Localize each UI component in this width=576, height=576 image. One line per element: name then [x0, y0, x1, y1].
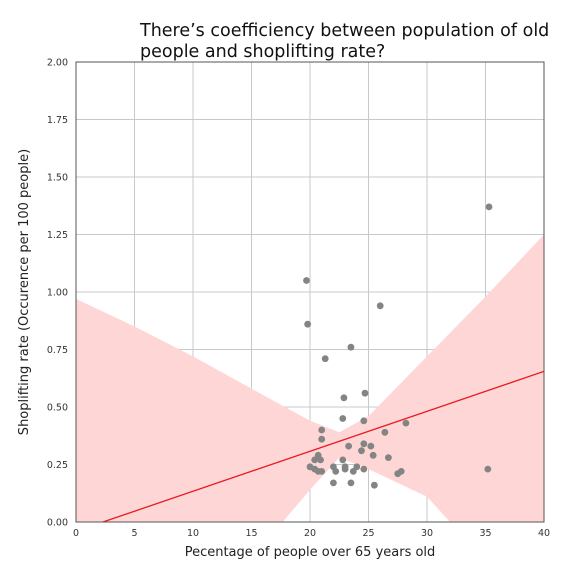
y-tick-label: 1.75: [47, 115, 68, 126]
data-point: [484, 465, 492, 473]
y-tick-label: 1.00: [47, 288, 68, 299]
data-point: [332, 468, 340, 475]
y-tick-label: 1.50: [47, 173, 68, 184]
data-point: [353, 463, 361, 471]
x-tick-labels: 0 5 10 15 20 25 30 35 40: [73, 528, 550, 539]
data-point: [367, 442, 375, 450]
data-point: [360, 417, 368, 425]
data-point: [345, 442, 353, 450]
fit-line-layer: [100, 370, 544, 522]
x-tick-label: 10: [187, 528, 199, 539]
data-point: [318, 426, 326, 434]
confidence-band-layer: [76, 234, 544, 522]
data-point: [369, 451, 377, 459]
data-point: [358, 447, 365, 455]
data-point: [321, 355, 329, 363]
regression-line: [100, 370, 544, 522]
plot-frame: [75, 61, 545, 523]
y-tick-label: 0.25: [47, 460, 68, 471]
data-point: [318, 435, 326, 443]
data-point: [402, 419, 410, 427]
x-tick-label: 15: [245, 528, 257, 539]
confidence-band: [76, 234, 544, 522]
x-tick-label: 0: [73, 528, 79, 539]
data-point: [304, 320, 312, 328]
data-point: [397, 468, 405, 475]
data-point: [361, 389, 369, 397]
data-point: [347, 479, 355, 487]
data-point: [341, 465, 349, 473]
chart-title-line-2: people and shoplifting rate?: [140, 42, 385, 62]
chart-title-line-1: There’s coefficiency between population …: [139, 21, 549, 41]
data-point: [318, 468, 326, 475]
data-point: [381, 428, 389, 436]
y-tick-labels: 0.00 0.25 0.50 0.75 1.00 1.25 1.50 1.75 2.00: [47, 58, 68, 529]
data-point: [360, 465, 368, 473]
x-tick-label: 35: [479, 528, 491, 539]
y-tick-label: 0.75: [47, 345, 68, 356]
y-tick-label: 1.25: [47, 230, 68, 241]
data-point: [330, 479, 337, 487]
data-point: [303, 277, 310, 284]
data-point: [360, 440, 368, 448]
data-point: [376, 302, 384, 310]
data-point: [370, 481, 378, 489]
data-point: [349, 468, 357, 475]
data-point: [311, 456, 319, 464]
x-tick-label: 30: [421, 528, 433, 539]
data-point: [384, 454, 392, 461]
y-axis-label: Shoplifting rate (Occurence per 100 peop…: [17, 149, 32, 435]
data-point: [339, 456, 347, 464]
x-tick-label: 40: [538, 528, 550, 539]
y-tick-label: 0.50: [47, 403, 68, 414]
x-tick-label: 25: [362, 528, 374, 539]
x-tick-label: 5: [131, 528, 137, 539]
data-point: [485, 203, 493, 211]
y-tick-label: 2.00: [47, 58, 68, 69]
data-point: [317, 456, 324, 464]
x-axis-label: Pecentage of people over 65 years old: [185, 545, 436, 560]
scatter-points: [303, 203, 493, 489]
x-tick-label: 20: [304, 528, 316, 539]
y-tick-label: 0.00: [47, 518, 68, 529]
data-point: [340, 394, 348, 402]
data-point: [347, 343, 355, 351]
data-point: [339, 415, 347, 422]
